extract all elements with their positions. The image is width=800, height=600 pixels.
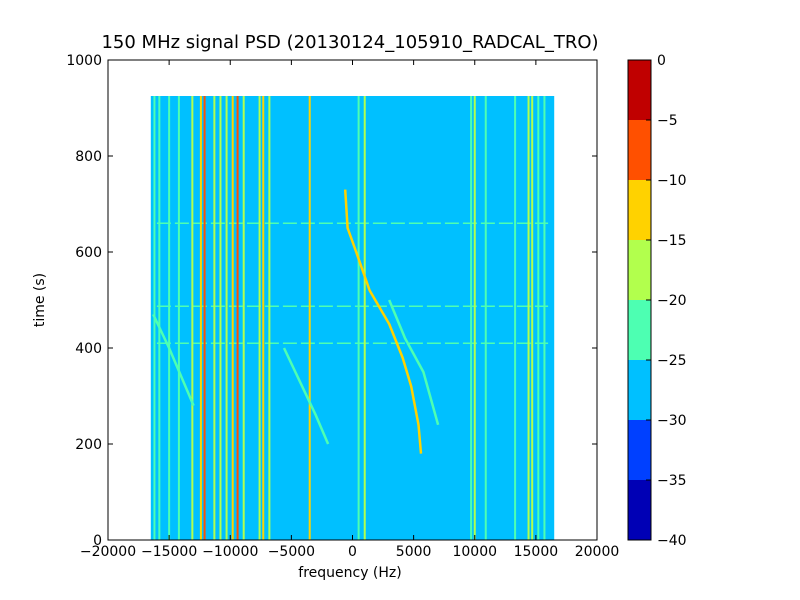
x-tick-label: −10000 [202,544,258,560]
drift-track-echo-left [152,313,195,407]
colorbar-tick-label: −40 [657,533,687,549]
y-axis-label: time (s) [32,273,48,327]
colorbar-segment [628,480,651,540]
colorbar-segment [628,420,651,480]
x-axis-label: frequency (Hz) [298,565,401,581]
x-tick-label: −15000 [141,544,197,560]
x-tick-labels: −20000 −15000 −10000 −5000 0 5000 10000 15000 20… [80,544,619,560]
y-tick-label: 400 [75,341,102,357]
x-tick-label: −20000 [80,544,136,560]
chart-title: 150 MHz signal PSD (20130124_105910_RADC… [101,32,598,53]
colorbar-tick-labels: −40 −35 −30 −25 −20 −15 −10 −5 0 [657,53,687,549]
colorbar-segment [628,180,651,240]
axis-ticks [107,59,598,541]
drift-track-echo-right [388,299,440,426]
colorbar-segment [628,300,651,360]
colorbar-tick-label: −5 [657,113,678,129]
colorbar-tick-label: −35 [657,473,687,489]
y-tick-label: 0 [93,533,102,549]
colorbar-tick-label: 0 [657,53,666,69]
colorbar [627,59,652,541]
x-tick-label: 10000 [452,544,497,560]
x-tick-label: 20000 [575,544,620,560]
colorbar-tick-label: −30 [657,413,687,429]
y-tick-label: 600 [75,245,102,261]
colorbar-segment [628,120,651,180]
colorbar-tick-label: −25 [657,353,687,369]
colorbar-tick-label: −15 [657,233,687,249]
y-tick-labels: 0 200 400 600 800 1000 [66,53,102,549]
colorbar-tick-label: −10 [657,173,687,189]
y-tick-label: 1000 [66,53,102,69]
spectrogram-heatmap [150,96,555,540]
x-tick-label: 15000 [514,544,559,560]
x-tick-label: −5000 [268,544,315,560]
heatmap-background [150,96,555,540]
colorbar-segment [628,240,651,300]
drift-track-faint-mid [282,347,330,445]
x-tick-label: 0 [348,544,357,560]
colorbar-tick-label: −20 [657,293,687,309]
y-tick-label: 800 [75,149,102,165]
y-tick-label: 200 [75,437,102,453]
x-tick-label: 5000 [396,544,432,560]
drift-track-main [343,189,423,454]
colorbar-segment [628,360,651,420]
colorbar-segment [628,60,651,120]
